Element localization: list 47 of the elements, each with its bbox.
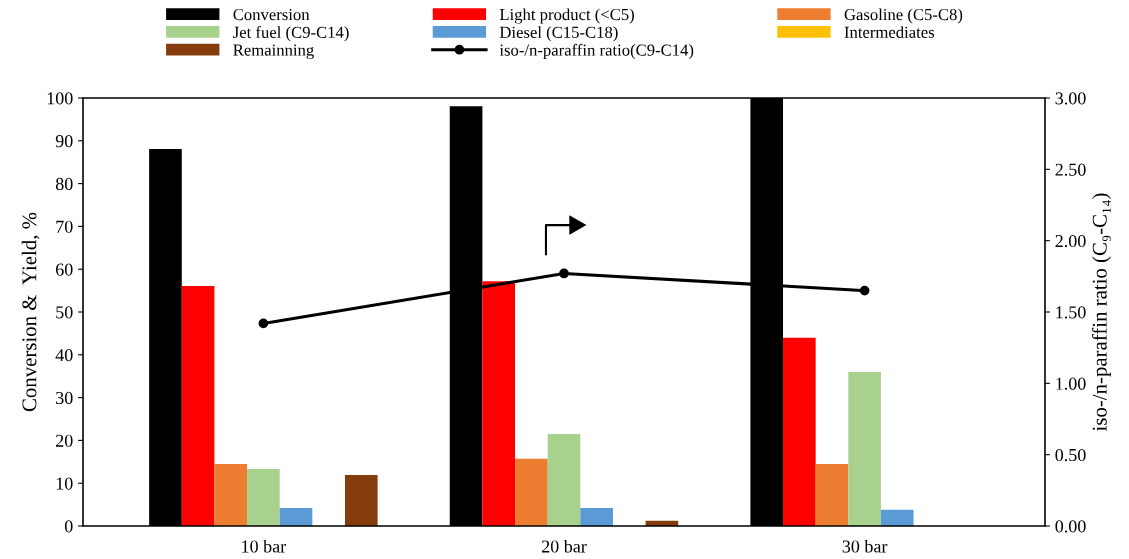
y-axis-title: Conversion & Yield, %	[21, 212, 40, 412]
y-tick-label: 60	[56, 263, 73, 276]
y-tick-label: 100	[47, 92, 73, 105]
legend-label: Light product (<C5)	[499, 8, 634, 24]
point	[859, 285, 870, 296]
bar	[515, 458, 548, 526]
bar	[580, 508, 613, 526]
bar	[815, 463, 849, 526]
y2-tick-label: 0.00	[1055, 520, 1086, 533]
x-tick-label: 30 bar	[842, 539, 888, 553]
y-tick-label: 30	[56, 391, 73, 405]
bar	[181, 285, 215, 526]
bar	[547, 433, 581, 526]
x-tick-label: 20 bar	[541, 539, 587, 553]
bar	[880, 509, 914, 526]
point	[559, 268, 569, 279]
bar	[482, 281, 516, 526]
legend-label: Conversion	[233, 8, 310, 21]
y2-tick-label: 1.50	[1056, 306, 1086, 319]
y2-axis-title: iso-/n-paraffin ratio (C₉-C₁₄)	[1091, 193, 1111, 432]
legend-label: Diesel (C15-C18)	[499, 26, 618, 42]
y-tick-label: 0	[64, 520, 73, 533]
y2-tick-label: 2.00	[1055, 234, 1086, 248]
bar	[344, 475, 378, 526]
bar	[848, 371, 881, 526]
x-tick-label: 10 bar	[242, 539, 287, 553]
y-tick-label: 80	[55, 177, 73, 191]
y-tick-label: 50	[56, 306, 73, 319]
point	[258, 318, 269, 329]
bar	[247, 469, 280, 526]
legend-label: Jet fuel (C9-C14)	[233, 26, 349, 42]
y-tick-label: 40	[55, 349, 73, 362]
y2-tick-label: 0.50	[1055, 448, 1086, 462]
y-tick-label: 10	[56, 477, 73, 490]
y2-tick-label: 1.00	[1056, 377, 1086, 390]
y-tick-label: 90	[55, 135, 73, 148]
bar	[214, 463, 248, 526]
legend-label: Intermediates	[844, 26, 935, 38]
legend-label: Remainning	[233, 44, 314, 60]
legend-label: Gasoline (C5-C8)	[844, 8, 963, 24]
y2-tick-label: 3.00	[1055, 92, 1086, 105]
legend-label: iso-/n-paraffin ratio(C9-C14)	[499, 43, 694, 60]
bar	[279, 508, 313, 526]
bar	[783, 337, 816, 526]
y-tick-label: 20	[56, 434, 73, 447]
y2-tick-label: 2.50	[1055, 163, 1086, 176]
y-tick-label: 70	[56, 220, 73, 233]
